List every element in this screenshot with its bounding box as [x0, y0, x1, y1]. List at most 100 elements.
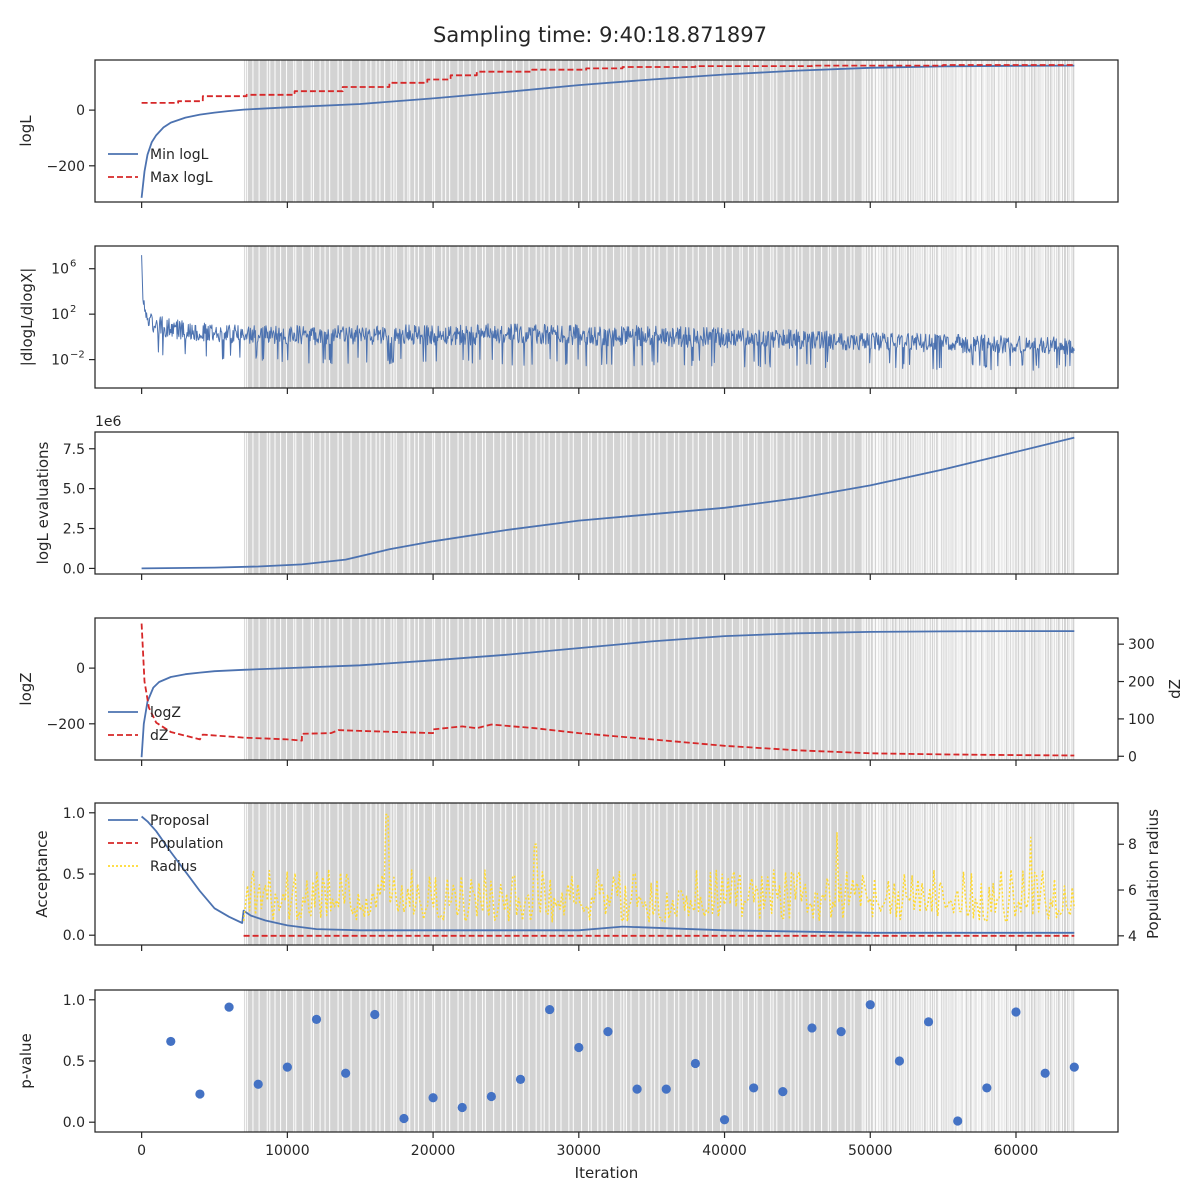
- pvalue-point: [690, 1058, 700, 1069]
- panel-3: −200 0 0 100 200 300 logZ dZ logZ dZ: [17, 617, 1184, 766]
- x-axis-label: Iteration: [575, 1164, 639, 1182]
- x-tick-label: 60000: [994, 1143, 1039, 1159]
- pvalue-point: [166, 1036, 176, 1047]
- axes-frame: [94, 59, 1119, 203]
- plot-area: [141, 432, 1075, 574]
- y-axis-label: logL evaluations: [34, 441, 52, 564]
- y2-tick-label: 8: [1128, 837, 1137, 853]
- y-offset-text: 1e6: [95, 414, 122, 430]
- y2-axis-label: Population radius: [1144, 809, 1162, 939]
- y-tick-label: 0.5: [63, 1054, 85, 1070]
- legend-label: Population: [150, 836, 224, 852]
- pvalue-point: [224, 1002, 234, 1012]
- pvalue-point: [836, 1027, 846, 1037]
- pvalue-point: [894, 1056, 905, 1066]
- y-axis-label: p-value: [17, 1033, 35, 1089]
- plot-area: [141, 246, 1075, 388]
- axes-frame: [94, 245, 1119, 389]
- pvalue-point: [807, 1023, 817, 1033]
- legend-label: logZ: [150, 705, 181, 721]
- y-tick-label: 0.0: [63, 1115, 85, 1131]
- pvalue-point: [457, 1102, 467, 1113]
- pvalue-point: [749, 1083, 759, 1093]
- pvalue-point: [428, 1093, 438, 1103]
- y-tick-label: 0: [76, 661, 85, 677]
- y-tick-label: 0.0: [63, 928, 85, 944]
- plot-area: [140, 60, 1075, 202]
- x-tick-label: 50000: [848, 1143, 893, 1159]
- plot-area: [141, 803, 1076, 945]
- plot-area: [166, 990, 1079, 1132]
- pvalue-point: [253, 1079, 263, 1089]
- pvalue-point: [632, 1084, 642, 1094]
- pvalue-point: [953, 1116, 963, 1126]
- y-axis-label: logL: [17, 115, 35, 147]
- axes-frame: [94, 617, 1119, 761]
- y-tick-label: 10: [51, 353, 69, 369]
- pvalue-point: [1069, 1062, 1079, 1072]
- y2-tick-label: 0: [1128, 749, 1137, 765]
- y2-tick-label: 100: [1128, 712, 1155, 728]
- y-tick-label: 1.0: [63, 993, 85, 1009]
- y-tick-label: −200: [47, 159, 85, 175]
- panel-4: 0.0 0.5 1.0 4 6 8 Acceptance Population radius P…: [33, 802, 1162, 951]
- x-tick-label: 40000: [702, 1143, 747, 1159]
- legend-label: Radius: [150, 859, 197, 875]
- pvalue-point: [1040, 1068, 1050, 1078]
- series-line-max-logl: [141, 64, 1075, 104]
- pvalue-point: [778, 1087, 788, 1097]
- y-tick-label: 5.0: [63, 482, 85, 498]
- y-tick-label: −200: [47, 717, 85, 733]
- x-tick-label: 10000: [265, 1143, 310, 1159]
- y-tick-label: 7.5: [63, 442, 85, 458]
- series-line-curve: [141, 436, 1075, 570]
- pvalue-point: [486, 1091, 496, 1102]
- x-tick-label: 0: [137, 1143, 146, 1159]
- panel-2: 0.0 2.5 5.0 7.5 logL evaluations 1e6: [34, 414, 1119, 580]
- y-tick-exponent: 2: [70, 304, 76, 315]
- pvalue-point: [1011, 1007, 1021, 1017]
- x-tick-label: 30000: [557, 1143, 602, 1159]
- legend-label: Min logL: [150, 147, 209, 163]
- legend-label: Proposal: [150, 813, 209, 829]
- plot-area: [140, 618, 1075, 760]
- pvalue-point: [370, 1009, 380, 1020]
- panel-1: 10 610 210 −2|dlogL/dlogX|: [18, 245, 1119, 394]
- pvalue-point: [603, 1027, 613, 1037]
- y-tick-label: 10: [51, 307, 69, 323]
- pvalue-point: [545, 1004, 555, 1015]
- y-tick-label: 0.0: [63, 561, 85, 577]
- pvalue-point: [982, 1083, 992, 1093]
- pvalue-point: [311, 1014, 322, 1024]
- pvalue-point: [515, 1074, 526, 1084]
- y-axis-label: logZ: [17, 672, 35, 705]
- y2-tick-label: 300: [1128, 637, 1155, 653]
- pvalue-point: [341, 1068, 351, 1078]
- figure-title: Sampling time: 9:40:18.871897: [433, 23, 767, 47]
- pvalue-point: [195, 1089, 205, 1099]
- y-tick-label: 2.5: [63, 522, 85, 538]
- pvalue-point: [399, 1113, 409, 1124]
- series-line-min-logl: [140, 64, 1075, 198]
- y-tick-exponent: 6: [70, 259, 76, 270]
- y-tick-label: 0: [76, 103, 85, 119]
- panel-5: 0 10000 20000 30000 40000 50000 60000 Iteration…: [17, 989, 1119, 1182]
- y2-tick-label: 6: [1128, 883, 1137, 899]
- y2-axis-label: dZ: [1166, 679, 1184, 699]
- y2-tick-label: 200: [1128, 675, 1155, 691]
- pvalue-point: [719, 1115, 730, 1125]
- pvalue-point: [282, 1062, 292, 1072]
- y-axis-label: |dlogL/dlogX|: [18, 268, 36, 367]
- y2-tick-label: 4: [1128, 929, 1137, 945]
- series-line-logz: [140, 630, 1075, 758]
- pvalue-point: [661, 1084, 671, 1094]
- panel-0: −200 0 logL Min logL Max logL: [17, 59, 1119, 208]
- x-tick-label: 20000: [411, 1143, 456, 1159]
- legend-label: Max logL: [150, 170, 213, 186]
- y-tick-label: 10: [51, 262, 69, 278]
- y-tick-label: 1.0: [63, 806, 85, 822]
- pvalue-point: [923, 1017, 934, 1027]
- series-line-radius: [242, 813, 1076, 923]
